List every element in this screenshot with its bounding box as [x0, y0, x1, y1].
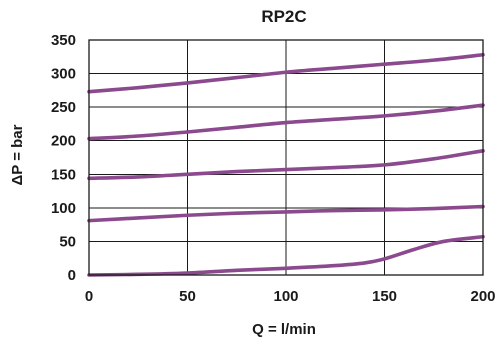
y-axis-label: ΔP = bar	[9, 124, 26, 185]
series-line	[87, 148, 485, 181]
x-tick-label: 100	[273, 288, 298, 305]
x-tick-label: 50	[179, 288, 196, 305]
y-tick-label: 250	[51, 99, 76, 116]
x-tick-label: 150	[372, 288, 397, 305]
x-tick-label: 0	[85, 288, 93, 305]
series-line	[87, 52, 485, 94]
y-tick-label: 50	[59, 233, 76, 250]
series-line	[87, 204, 485, 223]
plot-frame	[88, 39, 484, 276]
y-tick-label: 350	[51, 32, 76, 49]
y-tick-label: 0	[68, 267, 76, 284]
y-tick-label: 200	[51, 133, 76, 150]
y-tick-label: 150	[51, 166, 76, 183]
x-axis-ticks: 0 50 100 150 200	[85, 288, 496, 305]
y-tick-label: 100	[51, 200, 76, 217]
x-tick-label: 200	[470, 288, 495, 305]
chart-title: RP2C	[261, 7, 306, 26]
series-line	[87, 103, 485, 141]
series-line	[87, 234, 485, 277]
series-group	[87, 52, 485, 277]
x-axis-label: Q = l/min	[252, 321, 316, 338]
grid	[89, 40, 483, 275]
y-axis-ticks: 0 50 100 150 200 250 300 350	[51, 32, 76, 284]
y-tick-label: 300	[51, 66, 76, 83]
